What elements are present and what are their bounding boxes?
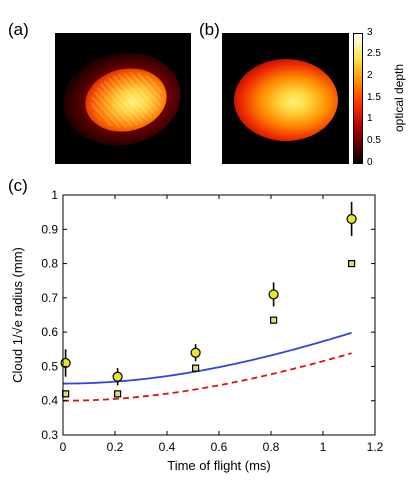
data-point-square <box>270 316 278 324</box>
colorbar-tick-3: 3 <box>367 27 373 38</box>
data-point-square <box>192 364 200 372</box>
panel-label-a: (a) <box>8 20 29 39</box>
data-point-circle <box>268 289 279 300</box>
colorbar-tick-2: 2 <box>367 70 373 81</box>
x-tick-label: 1 <box>320 440 327 454</box>
x-tick-label: 0.6 <box>211 440 228 454</box>
simulated-image-b <box>222 33 349 164</box>
y-tick-label: 0.7 <box>41 291 58 305</box>
colorbar-tick-1: 1 <box>367 113 373 124</box>
x-tick-label: 0 <box>60 440 67 454</box>
cloud-b <box>234 59 338 141</box>
y-axis-label: Cloud 1/√e radius (mm) <box>10 247 25 383</box>
colorbar <box>353 33 363 164</box>
panel-label-c: (c) <box>8 176 28 195</box>
colorbar-tick-0: 0 <box>367 157 373 168</box>
y-tick-label: 0.3 <box>41 428 58 442</box>
data-point-circle <box>346 213 357 225</box>
x-tick-label: 0.4 <box>159 440 176 454</box>
y-tick-label: 1 <box>51 188 58 202</box>
x-tick-label: 0.2 <box>107 440 124 454</box>
x-tick-label: 1.2 <box>367 440 384 454</box>
colorbar-tick-1.5: 1.5 <box>367 92 381 103</box>
data-point-square <box>113 390 122 398</box>
y-tick-label: 0.5 <box>41 359 58 373</box>
y-tick-label: 0.8 <box>41 257 58 271</box>
y-tick-label: 0.4 <box>41 394 58 408</box>
y-tick-label: 0.9 <box>41 222 58 236</box>
data-point-square <box>348 259 356 268</box>
y-tick-label: 0.6 <box>41 325 58 339</box>
plot-frame <box>62 194 376 436</box>
data-point-circle <box>190 347 201 358</box>
colorbar-tick-0.5: 0.5 <box>367 135 381 146</box>
x-tick-label: 0.8 <box>263 440 280 454</box>
fit-curve-dashed-red <box>63 352 352 402</box>
x-axis-label: Time of flight (ms) <box>167 458 271 473</box>
absorption-image-a <box>55 33 191 164</box>
fit-curve-solid-blue <box>62 331 352 385</box>
colorbar-tick-2.5: 2.5 <box>367 48 381 59</box>
data-point-circle <box>112 371 123 382</box>
panel-label-b: (b) <box>199 20 220 39</box>
